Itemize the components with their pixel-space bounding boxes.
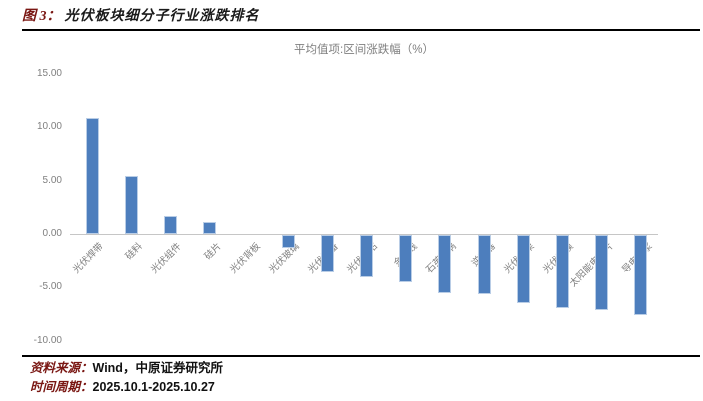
y-axis-tick-label: -5.00 xyxy=(39,281,62,293)
bar-石英坩埚 xyxy=(438,235,452,293)
bar-光伏焊带 xyxy=(85,117,99,234)
source-label: 资料来源： xyxy=(30,361,93,375)
bar-逆变器 xyxy=(477,235,491,294)
footer: 资料来源：Wind，中原证券研究所 时间周期：2025.10.1-2025.10… xyxy=(30,359,680,397)
period-value: 2025.10.1-2025.10.27 xyxy=(92,380,215,394)
figure-header: 图 3： 光伏板块细分子行业涨跌排名 xyxy=(22,7,692,27)
x-axis-category-label: 光伏背板 xyxy=(227,241,263,276)
y-axis-tick-label: 15.00 xyxy=(36,67,62,79)
y-axis-tick-label: 10.00 xyxy=(36,121,62,133)
period-label: 时间周期： xyxy=(30,380,93,394)
x-axis-category-label: 光伏组件 xyxy=(149,241,185,276)
chart-title: 平均值项:区间涨跌幅（%） xyxy=(294,44,434,56)
x-axis-category-label: 光伏玻璃 xyxy=(267,241,302,276)
y-axis-tick-label: -10.00 xyxy=(33,334,62,346)
bar-硅片 xyxy=(203,222,217,234)
bar-硅料 xyxy=(124,176,138,234)
footer-divider xyxy=(22,355,700,357)
period-row: 时间周期：2025.10.1-2025.10.27 xyxy=(30,378,680,397)
bar-chart: 平均值项:区间涨跌幅（%） 15.00 10.00 5.00 0.00 -5.00 -10… xyxy=(33,44,658,346)
bar-金刚线 xyxy=(399,235,413,282)
x-axis-category-label: 硅片 xyxy=(202,241,224,263)
figure-title: 光伏板块细分子行业涨跌排名 xyxy=(64,9,260,24)
bar-导电银浆 xyxy=(634,235,648,315)
source-value: Wind，中原证券研究所 xyxy=(92,361,223,375)
bar-光伏设备 xyxy=(320,235,334,273)
bar-光伏玻璃 xyxy=(281,235,295,248)
bar-光伏支架 xyxy=(516,235,530,304)
y-axis-tick-label: 0.00 xyxy=(42,228,62,239)
figure-number-label: 图 3： xyxy=(22,9,61,24)
bar-太阳能电池片 xyxy=(595,235,609,310)
y-axis-tick-label: 5.00 xyxy=(42,174,62,186)
bar-光伏胶膜 xyxy=(555,235,569,308)
zero-axis-line xyxy=(70,234,658,235)
source-row: 资料来源：Wind，中原证券研究所 xyxy=(30,359,680,378)
x-axis-category-label: 硅料 xyxy=(123,241,145,263)
bar-光伏组件 xyxy=(163,215,177,234)
title-divider xyxy=(22,29,700,31)
x-axis-category-label: 光伏焊带 xyxy=(71,241,106,276)
bar-光伏电站 xyxy=(359,235,373,277)
